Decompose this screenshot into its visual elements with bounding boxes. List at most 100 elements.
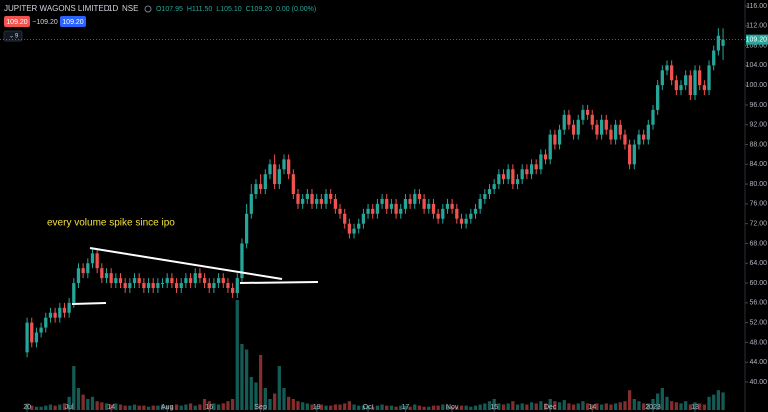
volume-bar (156, 405, 160, 410)
y-tick-label: 68.00 (749, 240, 767, 247)
candle-body (230, 288, 235, 293)
sell-button[interactable] (4, 16, 30, 27)
volume-bar (684, 401, 688, 410)
y-tick-label: 80.00 (749, 181, 767, 188)
candle-body (375, 203, 380, 214)
candle-body (263, 174, 267, 190)
volume-bar (319, 404, 323, 410)
candle-body (235, 278, 239, 293)
volume-bar (427, 406, 431, 410)
candle-body (81, 268, 85, 274)
y-tick-label: 44.00 (749, 359, 767, 366)
candle-body (543, 154, 548, 160)
volume-bar (501, 404, 506, 410)
y-tick-label: 84.00 (749, 161, 767, 168)
volume-bar (562, 400, 566, 410)
volume-bar (357, 405, 361, 410)
candle-body (422, 198, 426, 209)
volume-bar (48, 404, 53, 410)
x-tick-label: 2023 (645, 404, 661, 411)
candle-body (469, 213, 473, 219)
symbol: JUPITER WAGONS LIMITED (4, 4, 110, 13)
sell-price[interactable]: 109.20 (6, 19, 28, 26)
volume-bar (361, 405, 366, 410)
candle-layer (25, 28, 725, 358)
volume-bar (693, 402, 697, 410)
volume-bar (389, 405, 394, 410)
volume-bar (585, 403, 590, 410)
volume-bar (651, 399, 655, 410)
volume-bar (567, 403, 571, 410)
volume-bar (291, 399, 295, 410)
candle-body (571, 124, 576, 135)
volume-bar (721, 392, 725, 410)
candle-body (44, 317, 48, 328)
volume-bar (100, 402, 104, 410)
ohlc-value: O107.95 (156, 6, 183, 13)
candle-body (361, 213, 366, 224)
x-tick-label: 20 (23, 404, 31, 411)
candle-body (357, 223, 361, 229)
candle-body (380, 198, 384, 204)
candle-body (721, 39, 725, 46)
volume-bar (324, 405, 328, 410)
volume-bar (301, 402, 305, 410)
x-tick-label: Nov (446, 404, 459, 411)
volume-bar (352, 404, 356, 410)
candle-body (576, 119, 580, 135)
x-tick-label: 19 (313, 404, 321, 411)
buy-button[interactable] (60, 16, 86, 27)
candle-body (338, 208, 342, 214)
volume-bar (114, 403, 118, 410)
volume-bar (613, 403, 618, 410)
volume-bar (343, 403, 347, 410)
buy-price[interactable]: 109.20 (62, 19, 84, 26)
volume-bar (86, 399, 90, 410)
volume-bar (273, 393, 277, 410)
candle-body (160, 283, 165, 285)
candle-body (464, 218, 468, 224)
indicator-toggle[interactable] (3, 30, 23, 42)
volume-bar (76, 388, 81, 410)
trendline (71, 302, 107, 305)
volume-bar (529, 402, 534, 410)
candle-body (417, 194, 422, 199)
candle-body (609, 129, 613, 140)
volume-bar (637, 401, 641, 410)
volume-bar (716, 390, 721, 410)
candle-body (595, 124, 599, 135)
toggle-chevron[interactable]: ⌄ (9, 34, 14, 40)
volume-bar (188, 403, 193, 410)
candle-body (693, 70, 697, 96)
candle-body (627, 144, 632, 165)
candle-body (179, 283, 183, 288)
volume-bar (179, 405, 183, 410)
x-tick-label: Dec (544, 404, 557, 411)
indicator-count[interactable]: 9 (15, 34, 19, 40)
candle-body (492, 184, 496, 190)
candle-body (170, 278, 174, 284)
volume-bar (515, 404, 520, 410)
volume-bar (296, 401, 300, 410)
ohlc-value: L105.10 (216, 6, 241, 13)
volume-bar (464, 405, 468, 410)
x-tick-label: Jul (65, 404, 74, 411)
candle-body (137, 278, 141, 284)
candle-body (562, 114, 566, 130)
candle-body (665, 65, 669, 71)
candle-body (151, 283, 155, 288)
candle-body (385, 198, 389, 209)
candle-body (123, 283, 127, 288)
volume-bar (642, 403, 646, 410)
volume-bar (604, 403, 608, 410)
candle-body (716, 35, 721, 51)
candle-body (553, 134, 557, 145)
volume-bar (240, 344, 244, 410)
volume-bar (665, 396, 669, 410)
candle-body (399, 208, 403, 214)
candle-body (118, 278, 123, 284)
candle-body (455, 208, 459, 219)
volume-bar (534, 403, 538, 410)
volume-bar (151, 405, 155, 410)
